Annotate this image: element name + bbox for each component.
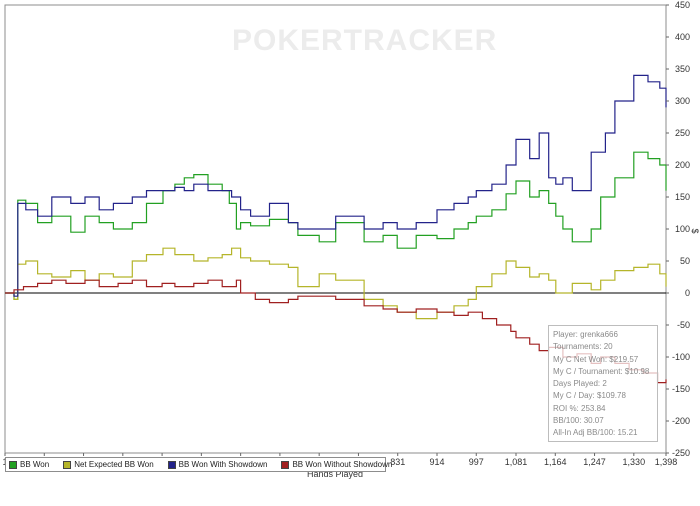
watermark: POKERTRACKER — [232, 24, 497, 57]
legend-label: BB Won With Showdown — [178, 460, 268, 469]
y-axis-title: $ — [690, 228, 700, 233]
x-tick-label: 1,164 — [544, 457, 567, 467]
stats-bb-per-100: BB/100: 30.07 — [553, 416, 604, 426]
stats-days-played: Days Played: 2 — [553, 379, 607, 389]
legend-label: BB Won — [20, 460, 50, 469]
x-axis-title: Hands Played — [307, 469, 363, 479]
y-tick-label: 200 — [675, 160, 690, 170]
legend: BB Won Net Expected BB Won BB Won With S… — [5, 457, 392, 472]
x-tick-label: 997 — [469, 457, 484, 467]
y-tick-label: 50 — [680, 256, 690, 266]
legend-swatch — [63, 460, 72, 469]
stats-tournaments: Tournaments: 20 — [553, 342, 613, 352]
legend-item-net-expected[interactable]: Net Expected BB Won — [63, 460, 154, 469]
y-tick-label: 0 — [685, 288, 690, 298]
stats-player: Player: grenka666 — [553, 330, 618, 339]
legend-label: BB Won Without Showdown — [292, 460, 393, 469]
y-tick-label: -100 — [672, 352, 690, 362]
stats-allin-adj: All-In Adj BB/100: 15.21 — [553, 428, 638, 438]
series-line-bb-won-with-showdown — [5, 74, 667, 297]
y-tick-label: 300 — [675, 96, 690, 106]
legend-item-without-showdown[interactable]: BB Won Without Showdown — [281, 460, 392, 469]
legend-item-bb-won[interactable]: BB Won — [9, 460, 49, 469]
x-tick-label: 1,398 — [655, 457, 678, 467]
y-tick-label: 250 — [675, 128, 690, 138]
series-line-bb-won — [5, 151, 667, 300]
y-tick-label: 400 — [675, 32, 690, 42]
stats-box: Player: grenka666 Tournaments: 20 My C N… — [548, 325, 658, 442]
x-tick-label: 1,247 — [583, 457, 606, 467]
x-tick-label: 1,330 — [623, 457, 646, 467]
stats-net-won: My C Net Won: $219.57 — [553, 354, 639, 364]
y-tick-label: -150 — [672, 384, 690, 394]
legend-label: Net Expected BB Won — [74, 460, 154, 469]
legend-swatch — [281, 460, 290, 469]
y-tick-label: -200 — [672, 416, 690, 426]
y-axis: -250 -200 -150 -100 -50 0 50 100 150 200 250 300 350… — [666, 0, 690, 458]
x-tick-label: 914 — [429, 457, 444, 467]
legend-swatch — [9, 460, 17, 469]
y-tick-label: -250 — [672, 448, 690, 458]
y-tick-label: 350 — [675, 64, 690, 74]
y-tick-label: 150 — [675, 192, 690, 202]
stats-roi: ROI %: 253.84 — [553, 403, 606, 413]
series-line-net-expected-bb-won — [5, 247, 667, 320]
y-tick-label: 100 — [675, 224, 690, 234]
legend-swatch — [167, 460, 176, 469]
y-tick-label: 450 — [675, 0, 690, 10]
x-tick-label: 831 — [390, 457, 405, 467]
legend-item-with-showdown[interactable]: BB Won With Showdown — [167, 460, 268, 469]
stats-per-tournament: My C / Tournament: $10.98 — [553, 366, 650, 376]
y-tick-label: -50 — [677, 320, 690, 330]
x-tick-label: 1,081 — [505, 457, 528, 467]
stats-per-day: My C / Day: $109.78 — [553, 391, 626, 401]
